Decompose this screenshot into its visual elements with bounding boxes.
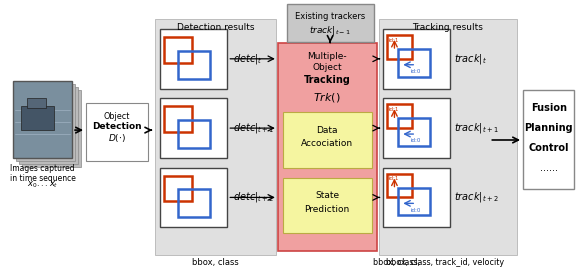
- Text: $D(\cdot)$: $D(\cdot)$: [107, 132, 125, 144]
- Bar: [19, 86, 78, 164]
- Text: $detc|_t$: $detc|_t$: [233, 52, 263, 66]
- Text: $track|_{t-1}$: $track|_{t-1}$: [309, 24, 351, 37]
- Text: bbox, class: bbox, class: [192, 258, 239, 267]
- Text: Object: Object: [103, 112, 130, 121]
- Text: Multiple-: Multiple-: [307, 52, 347, 61]
- Bar: [21, 106, 54, 130]
- Bar: [399, 49, 430, 77]
- Bar: [382, 168, 450, 227]
- Text: $detc|_{t+2}$: $detc|_{t+2}$: [233, 191, 275, 205]
- Text: bbox, class,: bbox, class,: [372, 258, 422, 267]
- Text: Prediction: Prediction: [304, 205, 350, 214]
- Bar: [399, 187, 430, 215]
- Bar: [164, 106, 192, 132]
- Bar: [13, 81, 72, 158]
- Bar: [386, 104, 413, 128]
- Text: Detection: Detection: [92, 122, 141, 131]
- Text: $track|_{t+2}$: $track|_{t+2}$: [454, 191, 498, 205]
- Bar: [382, 98, 450, 158]
- Bar: [27, 98, 46, 108]
- Text: $track|_{t+1}$: $track|_{t+1}$: [454, 121, 498, 135]
- Text: State: State: [315, 191, 339, 200]
- Bar: [379, 19, 517, 255]
- Text: $Trk()$: $Trk()$: [313, 91, 341, 104]
- Text: $track|_t$: $track|_t$: [454, 52, 487, 66]
- Bar: [283, 178, 372, 233]
- Bar: [178, 120, 210, 148]
- Text: Planning: Planning: [525, 123, 573, 133]
- Text: Data: Data: [317, 126, 338, 134]
- Text: id:0: id:0: [410, 69, 421, 74]
- Text: bbox, class,: bbox, class,: [372, 258, 422, 267]
- Text: Control: Control: [529, 143, 569, 153]
- Text: bbox, class, track_id, velocity: bbox, class, track_id, velocity: [386, 258, 504, 267]
- Bar: [283, 112, 372, 168]
- Bar: [386, 35, 413, 59]
- Text: Object: Object: [313, 63, 342, 72]
- Bar: [86, 103, 148, 161]
- Text: id:0: id:0: [410, 208, 421, 213]
- Text: Accociation: Accociation: [301, 140, 353, 148]
- Bar: [523, 90, 575, 189]
- Bar: [278, 43, 376, 251]
- Text: $detc|_{t+1}$: $detc|_{t+1}$: [233, 121, 275, 135]
- Bar: [16, 84, 75, 161]
- Bar: [160, 98, 227, 158]
- Bar: [178, 189, 210, 217]
- Text: Existing trackers: Existing trackers: [295, 12, 365, 21]
- Text: id:1: id:1: [389, 107, 399, 112]
- Text: id:0: id:0: [410, 138, 421, 143]
- Text: Tracking: Tracking: [304, 74, 351, 85]
- Bar: [164, 176, 192, 201]
- Text: id:1: id:1: [389, 176, 399, 181]
- Bar: [164, 37, 192, 63]
- Text: Tracking results: Tracking results: [413, 23, 483, 32]
- Bar: [160, 168, 227, 227]
- Bar: [178, 51, 210, 79]
- Bar: [399, 118, 430, 146]
- Text: ......: ......: [540, 163, 558, 173]
- Bar: [286, 4, 374, 42]
- Bar: [155, 19, 276, 255]
- Text: Fusion: Fusion: [530, 103, 566, 113]
- Text: Detection results: Detection results: [177, 23, 254, 32]
- Text: id:1: id:1: [389, 37, 399, 42]
- Bar: [382, 29, 450, 88]
- Text: Images captured
in time sequence: Images captured in time sequence: [9, 164, 76, 183]
- Bar: [21, 90, 81, 167]
- Bar: [160, 29, 227, 88]
- Text: $x_0...x_t$: $x_0...x_t$: [27, 180, 58, 190]
- Bar: [386, 174, 413, 198]
